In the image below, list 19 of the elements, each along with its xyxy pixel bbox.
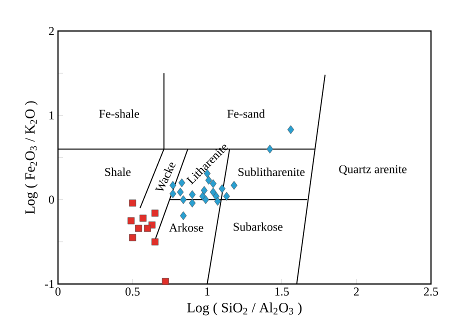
annotation: Shale [105, 168, 131, 176]
x-tick-label: 1 [205, 288, 210, 296]
y-tick-label: 1 [50, 111, 54, 120]
annotation: Subarkose [234, 222, 283, 231]
annotation: Quartz arenite [339, 165, 407, 176]
y-tick-label: 2 [49, 27, 54, 35]
x-tick-label: 0.5 [126, 288, 140, 296]
x-axis-title: Log ( SiO$_{2}$ / Al$_{2}$O$_{3}$ ) [187, 302, 302, 316]
annotation: Fe-sand [227, 109, 265, 118]
annotation: Arkose [169, 223, 204, 232]
x-tick-label: 2.5 [424, 288, 438, 296]
x-tick-label: 0 [55, 288, 61, 296]
y-tick-label: 0 [48, 196, 54, 204]
annotation: Fe-shale [99, 109, 140, 118]
y-tick-label: -1 [44, 280, 54, 288]
x-tick-label: 1.5 [275, 288, 289, 296]
x-tick-label: 2 [354, 288, 359, 296]
y-axis-title: Log ( Fe$_{2}$O$_{3}$ / K$_{2}$O ) [24, 101, 38, 214]
annotation: Sublitharenite [238, 168, 305, 176]
